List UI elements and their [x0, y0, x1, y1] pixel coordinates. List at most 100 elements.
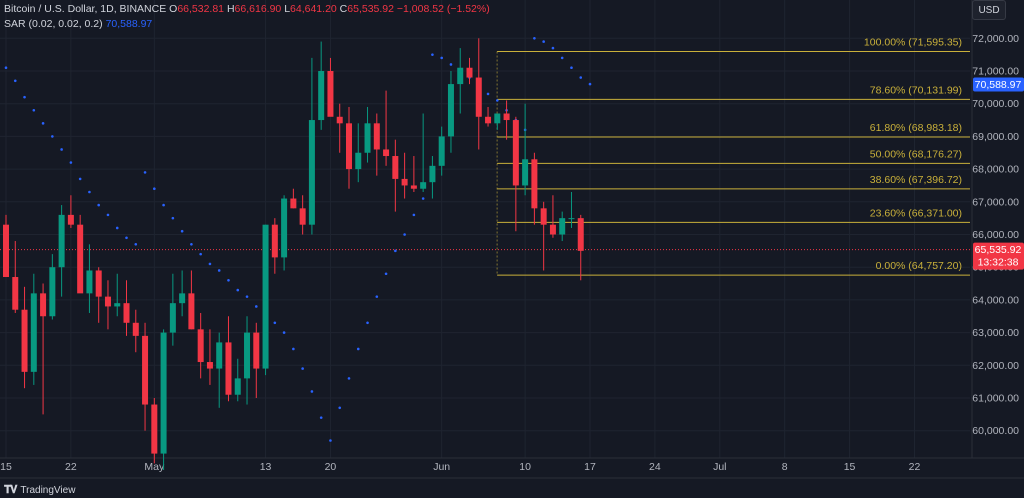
x-tick-label: 15	[0, 461, 12, 473]
currency-button[interactable]: USD	[972, 0, 1006, 20]
fib-level-label: 23.60% (66,371.00)	[870, 207, 962, 219]
sar-dot	[115, 226, 119, 230]
candle-body	[271, 224, 278, 258]
candle-body	[77, 224, 84, 294]
sar-dot	[153, 187, 156, 191]
x-tick-label: 13	[260, 461, 272, 473]
high-label: H	[226, 3, 235, 15]
last-price-tag-label: 65,535.92	[975, 244, 1022, 256]
symbol-title[interactable]: Bitcoin / U.S. Dollar, 1D, BINANCE	[4, 3, 167, 15]
x-tick-label: 10	[519, 461, 531, 473]
candle-body	[188, 293, 195, 330]
open-label: O	[169, 3, 178, 15]
candle-body	[197, 329, 204, 363]
candle-body	[457, 67, 464, 85]
fib-level-label: 78.60% (70,131.99)	[870, 84, 962, 96]
sar-dot	[13, 79, 17, 83]
candle-body	[253, 332, 260, 369]
sar-dot	[542, 40, 545, 43]
sar-dot	[310, 390, 314, 393]
candle-body	[12, 277, 19, 310]
sar-dot	[412, 213, 416, 217]
sar-dot	[254, 305, 258, 308]
sar-dot	[134, 243, 138, 246]
candle-body	[30, 293, 37, 372]
candle-body	[225, 342, 232, 395]
candle-body	[447, 84, 454, 137]
candle-body	[466, 67, 473, 78]
sar-dot	[403, 233, 406, 236]
candle-body	[549, 224, 556, 235]
sar-dot	[4, 66, 8, 70]
sar-price-tag-label: 70,588.97	[975, 79, 1022, 91]
candle-body	[410, 185, 417, 189]
low-value: 64,641.20	[290, 3, 337, 15]
candle-body	[86, 270, 93, 294]
sar-dot	[282, 331, 286, 334]
open-value: 66,532.81	[177, 3, 225, 15]
sar-dot	[449, 63, 453, 66]
candle-body	[142, 335, 149, 405]
y-tick-label: 63,000.00	[972, 327, 1019, 339]
x-tick-label: 17	[584, 461, 596, 473]
candle-body	[531, 159, 538, 209]
close-label: C	[339, 3, 348, 15]
x-tick-label: 22	[909, 461, 921, 473]
sar-dot	[78, 177, 82, 181]
y-tick-label: 70,000.00	[972, 98, 1019, 110]
sar-indicator-value: 70,588.97	[105, 18, 153, 30]
sar-dot	[217, 269, 221, 272]
sar-dot	[190, 243, 193, 246]
candle-body	[438, 136, 445, 166]
candle-body	[318, 71, 325, 121]
candle-body	[216, 342, 223, 369]
fib-level-label: 0.00% (64,757.20)	[876, 260, 962, 272]
candle-body	[299, 208, 306, 225]
candle-body	[49, 267, 56, 317]
y-tick-label: 67,000.00	[972, 196, 1019, 208]
sar-dot	[384, 272, 388, 276]
candle-body	[577, 218, 584, 251]
sar-dot	[32, 108, 36, 112]
y-tick-label: 72,000.00	[972, 33, 1019, 45]
sar-dot	[60, 148, 63, 151]
sar-dot	[245, 295, 249, 298]
x-tick-label: 20	[325, 461, 337, 473]
sar-dot	[97, 203, 100, 207]
candle-body	[429, 165, 436, 183]
last-price-tag	[973, 242, 1024, 270]
sar-dot	[533, 37, 536, 40]
sar-indicator-label[interactable]: SAR (0.02, 0.02, 0.2)	[4, 18, 103, 30]
candle-body	[336, 116, 343, 124]
y-tick-label: 68,000.00	[972, 164, 1019, 176]
sar-dot	[496, 99, 499, 102]
chart-legend: Bitcoin / U.S. Dollar, 1D, BINANCE O66,5…	[4, 2, 490, 32]
x-tick-label: 22	[65, 461, 77, 473]
sar-dot	[551, 46, 555, 50]
candle-body	[559, 218, 566, 235]
sar-dot	[273, 321, 277, 325]
candle-body	[522, 159, 529, 186]
sar-dot	[394, 249, 397, 253]
sar-dot	[486, 92, 490, 96]
sar-dot	[227, 278, 230, 282]
sar-dot	[69, 161, 73, 164]
tradingview-brand[interactable]: 𝐓𝐕 TradingView	[4, 484, 75, 497]
sar-dot	[208, 262, 212, 266]
sar-dot	[431, 53, 434, 56]
sar-dot	[421, 197, 425, 200]
fib-level-label: 61.80% (68,983.18)	[870, 122, 962, 134]
sar-dot	[199, 252, 202, 256]
candle-body	[485, 116, 492, 124]
bar-countdown-label: 13:32:38	[978, 257, 1019, 269]
sar-dot	[106, 213, 110, 217]
candle-body	[104, 296, 111, 307]
sar-dot	[319, 416, 323, 419]
y-tick-label: 62,000.00	[972, 360, 1019, 372]
candle-body	[420, 182, 427, 189]
x-tick-label: 8	[782, 461, 788, 473]
sar-dot	[301, 367, 304, 370]
candle-body	[262, 224, 269, 369]
fib-level-label: 100.00% (71,595.35)	[864, 37, 962, 49]
